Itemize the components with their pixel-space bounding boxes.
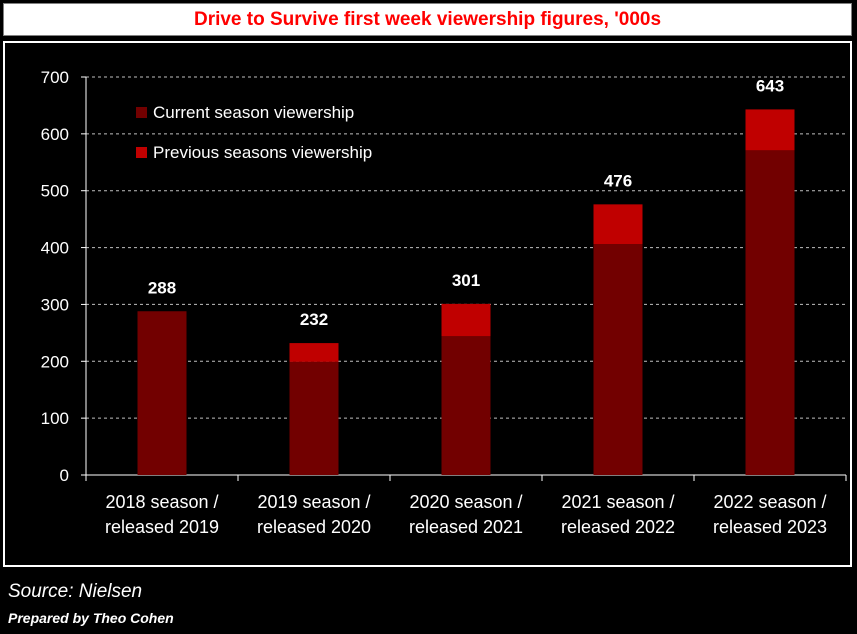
x-tick-label: released 2022 [561,517,675,537]
y-tick-label: 0 [60,466,69,485]
chart-title-box: Drive to Survive first week viewership f… [3,3,852,36]
bar-previous-seasons [593,204,643,245]
data-label-total: 301 [452,271,480,290]
y-tick-label: 500 [41,182,69,201]
x-tick-label: 2018 season / [105,492,218,512]
y-tick-label: 100 [41,409,69,428]
data-label-total: 476 [604,171,632,190]
data-label-total: 232 [300,310,328,329]
bar-previous-seasons [289,343,339,362]
y-tick-label: 200 [41,352,69,371]
data-label-total: 288 [148,278,176,297]
x-tick-label: released 2023 [713,517,827,537]
x-tick-label: 2021 season / [561,492,674,512]
chart-title: Drive to Survive first week viewership f… [193,8,662,30]
x-tick-label: released 2020 [257,517,371,537]
bar-previous-seasons [441,303,491,337]
legend-swatch [136,107,147,118]
legend-swatch [136,147,147,158]
bar-current-season [441,336,491,475]
bar-previous-seasons [745,109,795,151]
bar-current-season [289,361,339,475]
y-tick-label: 400 [41,239,69,258]
legend-entry: Previous seasons viewership [153,143,372,162]
x-tick-label: released 2021 [409,517,523,537]
chart-frame: 0 100 200 300 400 500 600 700 288 2018 season / re… [3,41,852,567]
x-tick-label: 2019 season / [257,492,370,512]
y-tick-label: 300 [41,295,69,314]
bar-chart: 0 100 200 300 400 500 600 700 288 2018 season / re… [41,68,847,537]
bar-current-season [593,244,643,475]
source-note: Source: Nielsen [8,581,143,602]
bar-current-season [745,150,795,475]
bar-current-season [137,311,187,475]
prepared-by-note: Prepared by Theo Cohen [8,610,174,626]
x-tick-label: 2022 season / [713,492,826,512]
y-tick-label: 600 [41,125,69,144]
legend-entry: Current season viewership [153,103,354,122]
y-tick-label: 700 [41,68,69,87]
x-tick-label: 2020 season / [409,492,522,512]
data-label-total: 643 [756,76,784,95]
x-tick-label: released 2019 [105,517,219,537]
